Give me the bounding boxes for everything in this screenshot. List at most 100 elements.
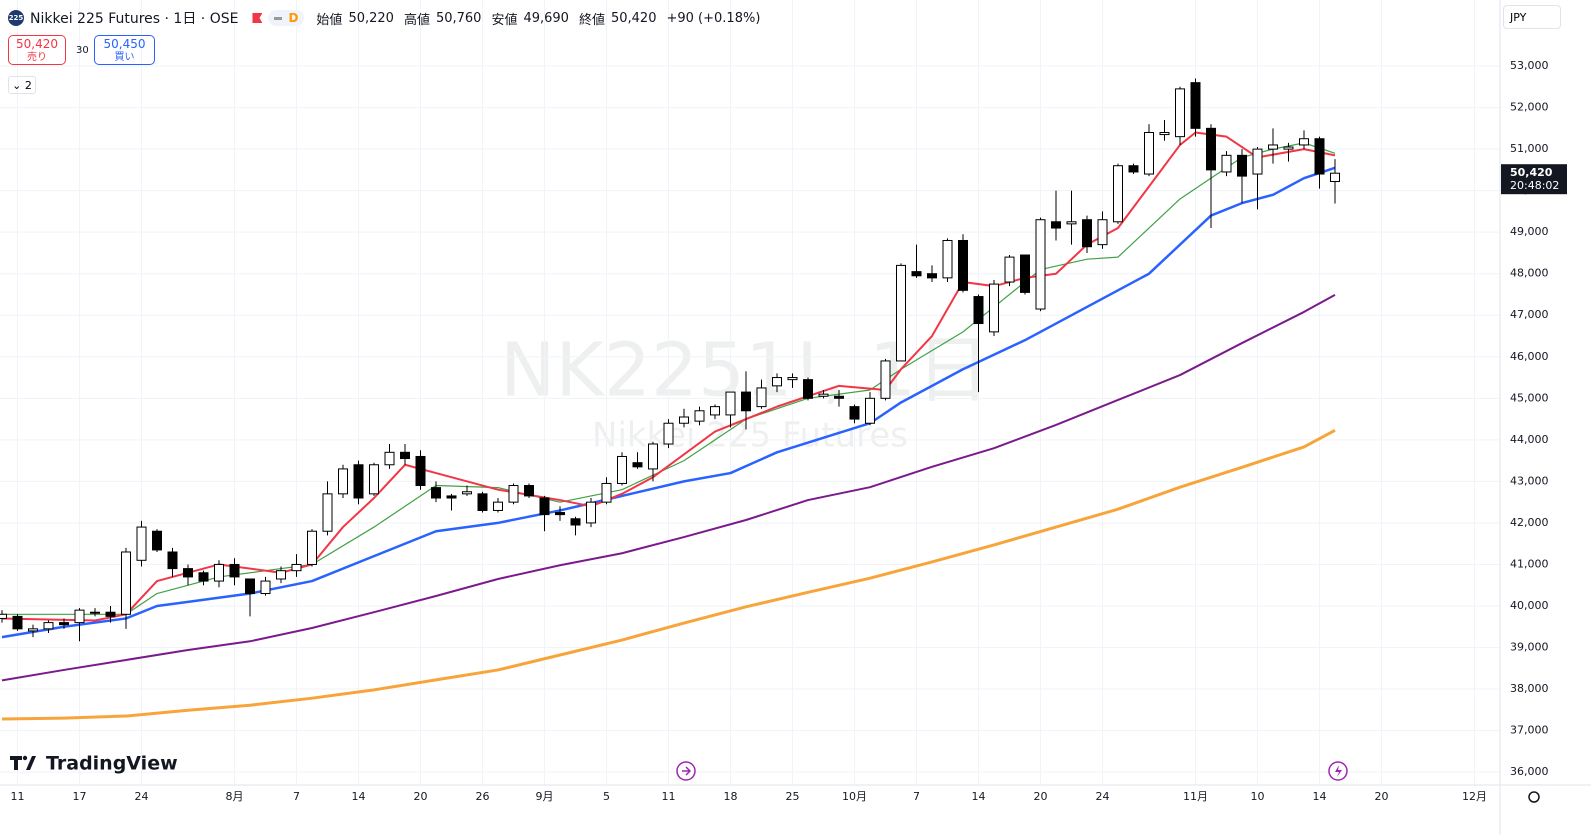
- candle-body: [973, 296, 984, 325]
- buy-label: 買い: [114, 52, 135, 63]
- candle-body: [911, 271, 922, 277]
- buy-button[interactable]: 50,450 買い: [94, 35, 155, 65]
- candle-body: [1128, 165, 1139, 173]
- y-tick-label: 49,000: [1510, 225, 1549, 238]
- ohlc-value: 49,690: [523, 10, 569, 26]
- candle-body: [896, 264, 906, 362]
- x-tick-label: 26: [476, 790, 490, 803]
- y-tick-label: 40,000: [1510, 599, 1549, 612]
- sell-price: 50,420: [16, 37, 58, 51]
- x-tick-label: 11: [11, 790, 25, 803]
- y-tick-label: 44,000: [1510, 433, 1549, 446]
- candle-body: [338, 468, 348, 495]
- candle-body: [803, 379, 813, 399]
- symbol-title[interactable]: Nikkei 225 Futures · 1日 · OSE: [30, 11, 239, 27]
- moving-average: [2, 142, 1336, 615]
- candle-body: [1113, 165, 1123, 223]
- x-tick-label: 11: [662, 790, 676, 803]
- y-tick-label: 52,000: [1510, 101, 1549, 114]
- y-tick-label: 48,000: [1510, 267, 1549, 280]
- candle-body: [927, 273, 937, 279]
- candle-body: [958, 239, 968, 291]
- candle-body: [446, 495, 457, 499]
- buy-price: 50,450: [103, 37, 146, 51]
- candle-body: [90, 611, 100, 614]
- ohlc-value: 50,760: [435, 10, 482, 26]
- candle-body: [710, 406, 720, 416]
- candle-body: [1175, 88, 1185, 138]
- y-tick-label: 43,000: [1510, 474, 1549, 487]
- y-tick-label: 45,000: [1510, 391, 1549, 404]
- x-tick-label: 20: [1375, 790, 1389, 803]
- candle-body: [353, 464, 364, 499]
- x-tick-label: 14: [1313, 790, 1327, 803]
- candle-body: [43, 622, 54, 630]
- candle-body: [198, 572, 209, 582]
- y-tick-label: 38,000: [1510, 682, 1549, 695]
- sell-label: 売り: [27, 52, 47, 63]
- candle-body: [1004, 256, 1015, 283]
- candle-body: [834, 395, 844, 399]
- candle-body: [1314, 138, 1325, 175]
- candle-body: [322, 493, 333, 532]
- moving-average: [1, 166, 1336, 639]
- x-tick-label: 7: [293, 790, 300, 803]
- x-tick-label: 24: [1096, 790, 1110, 803]
- candle-body: [1299, 138, 1309, 146]
- candle-body: [725, 391, 736, 416]
- flag-icon[interactable]: [252, 13, 263, 23]
- x-tick-label: 12月: [1462, 790, 1487, 803]
- candle-body: [276, 570, 286, 580]
- sell-button[interactable]: 50,420 売り: [8, 35, 66, 65]
- candle-body: [1330, 172, 1340, 183]
- currency-button[interactable]: JPY: [1503, 5, 1561, 29]
- candle-body: [152, 530, 162, 551]
- indicator-toggle[interactable]: ⌄ 2: [8, 76, 36, 94]
- candle-body: [1283, 146, 1294, 150]
- candle-body: [1268, 144, 1278, 150]
- watermark-sub: Nikkei 225 Futures: [592, 416, 908, 456]
- candle-body: [136, 526, 147, 561]
- ohlc-value: 50,420: [610, 10, 657, 26]
- x-tick-label: 25: [786, 790, 800, 803]
- candle-body: [1066, 221, 1077, 225]
- x-tick-label: 8月: [226, 790, 244, 803]
- last-price: 50,420: [1510, 166, 1553, 179]
- event-icon-glyph: [1335, 765, 1342, 777]
- candle-body: [477, 493, 488, 511]
- candle-body: [694, 410, 705, 422]
- candle-body: [400, 451, 410, 460]
- candle-body: [1190, 82, 1201, 129]
- spread: 30: [76, 45, 89, 56]
- candle-body: [462, 491, 472, 495]
- candle-body: [260, 580, 271, 595]
- candle-body: [1082, 219, 1092, 248]
- y-tick-label: 47,000: [1510, 308, 1549, 321]
- candle-body: [245, 578, 255, 595]
- candle-body: [214, 563, 224, 582]
- candle-body: [431, 487, 441, 499]
- candle-body: [12, 615, 23, 630]
- candle-body: [539, 497, 550, 516]
- candle-body: [989, 283, 999, 333]
- candle-body: [586, 501, 596, 524]
- y-tick-label: 37,000: [1510, 724, 1549, 737]
- candle-body: [167, 551, 178, 570]
- candle-body: [384, 451, 395, 466]
- candle-body: [865, 397, 875, 424]
- x-tick-label: 17: [73, 790, 87, 803]
- y-tick-label: 46,000: [1510, 350, 1549, 363]
- candle-body: [555, 512, 565, 516]
- candle-body: [772, 377, 782, 387]
- x-tick-label: 5: [603, 790, 610, 803]
- candle-body: [880, 360, 891, 399]
- settings-icon[interactable]: [1528, 791, 1540, 803]
- last-price-box: [1501, 164, 1567, 195]
- candle-body: [508, 485, 519, 503]
- candle-body: [1221, 154, 1232, 173]
- countdown: 20:48:02: [1510, 179, 1559, 192]
- candle-body: [1035, 219, 1046, 310]
- candle-body: [617, 455, 627, 484]
- status-pill[interactable]: D: [268, 10, 305, 26]
